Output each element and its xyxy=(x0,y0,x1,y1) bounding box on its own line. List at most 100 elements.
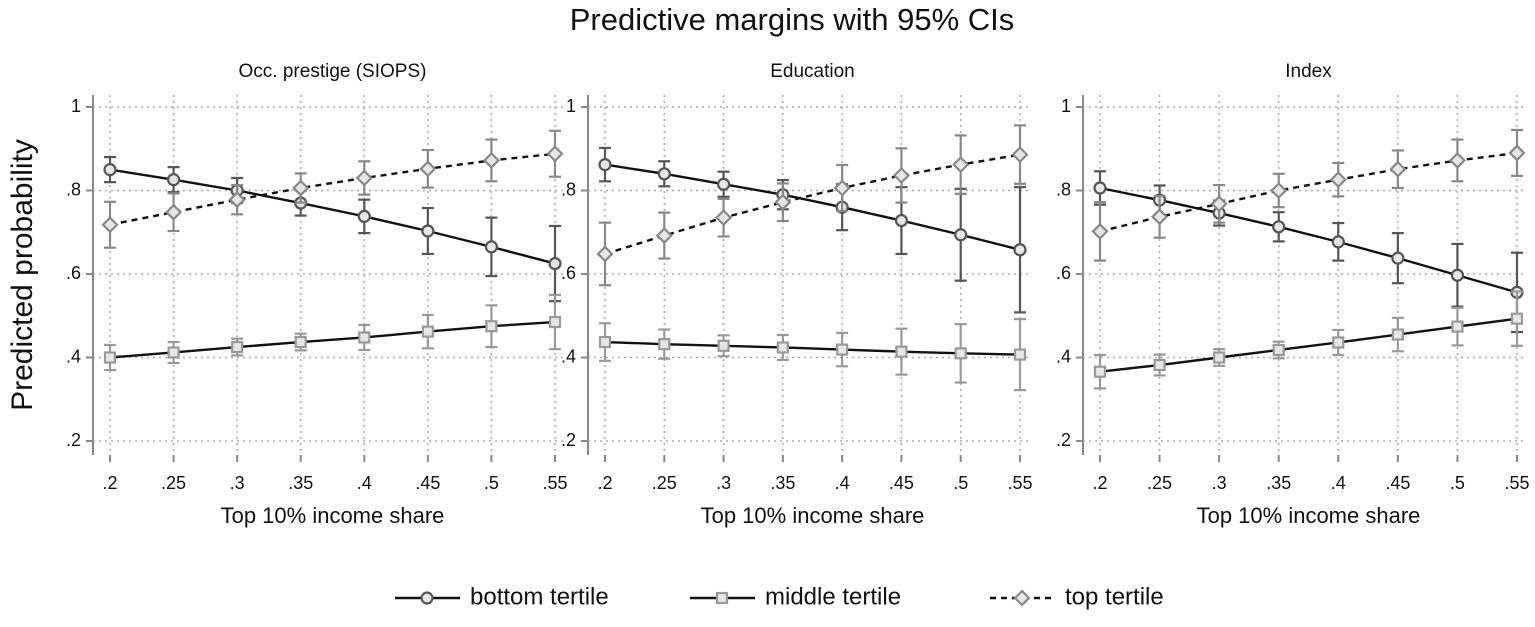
y-tick-label: 1 xyxy=(1061,96,1071,116)
marker xyxy=(776,341,789,354)
x-tick-label: .3 xyxy=(1212,473,1227,493)
series-line xyxy=(604,153,1021,256)
x-axis-label: Top 10% income share xyxy=(701,503,925,528)
marker xyxy=(1450,268,1465,282)
y-tick-label: .8 xyxy=(66,179,81,199)
marker xyxy=(596,245,614,263)
marker xyxy=(548,256,562,271)
marker xyxy=(166,173,181,187)
x-tick-label: .5 xyxy=(953,473,968,493)
x-tick-label: .25 xyxy=(1147,473,1172,493)
marker xyxy=(482,151,500,169)
marker xyxy=(1332,336,1345,349)
series-line xyxy=(1099,317,1518,373)
x-tick-label: .55 xyxy=(542,473,567,493)
x-tick-label: .25 xyxy=(652,473,677,493)
y-tick-label: 1 xyxy=(566,96,576,116)
marker xyxy=(1391,251,1405,265)
marker xyxy=(1331,235,1345,249)
marker xyxy=(294,335,307,349)
marker xyxy=(658,338,671,351)
x-tick-label: .4 xyxy=(835,473,850,493)
marker xyxy=(1329,171,1347,189)
series-line xyxy=(109,320,556,359)
marker xyxy=(1213,351,1226,364)
x-tick-label: .35 xyxy=(288,473,313,493)
y-tick-label: .4 xyxy=(66,346,81,366)
marker xyxy=(103,351,117,364)
marker xyxy=(1270,181,1288,200)
y-tick-label: .2 xyxy=(66,430,81,450)
y-tick-label: .2 xyxy=(1056,430,1071,450)
x-tick-label: .25 xyxy=(161,473,186,493)
marker xyxy=(355,169,373,187)
x-tick-label: .35 xyxy=(770,473,795,493)
marker xyxy=(1510,312,1524,325)
x-tick-label: .2 xyxy=(102,473,117,493)
marker xyxy=(1013,243,1027,257)
legend-marker xyxy=(715,591,729,605)
marker xyxy=(548,315,562,329)
marker xyxy=(103,163,117,177)
marker xyxy=(774,193,792,211)
x-tick-label: .45 xyxy=(1385,473,1410,493)
x-tick-label: .55 xyxy=(1007,473,1032,493)
marker xyxy=(657,167,671,181)
x-tick-label: .35 xyxy=(1266,473,1291,493)
marker xyxy=(101,216,119,234)
marker xyxy=(836,343,849,356)
marker xyxy=(165,203,183,221)
marker xyxy=(892,166,910,185)
marker xyxy=(1093,181,1107,195)
legend-label: top tertile xyxy=(1065,583,1164,610)
marker xyxy=(419,160,437,178)
panel-title: Index xyxy=(1285,61,1332,82)
y-tick-label: .6 xyxy=(561,263,576,283)
x-tick-label: .4 xyxy=(1331,473,1346,493)
marker xyxy=(1153,358,1166,372)
x-tick-label: .2 xyxy=(1092,473,1107,493)
marker xyxy=(954,228,968,242)
x-tick-label: .3 xyxy=(230,473,245,493)
marker xyxy=(1451,320,1464,333)
y-tick-label: .2 xyxy=(561,430,576,450)
marker xyxy=(1210,195,1228,213)
marker xyxy=(1011,146,1029,164)
series-line xyxy=(109,152,556,226)
y-axis-label: Predicted probability xyxy=(6,139,39,411)
marker xyxy=(954,347,967,360)
x-tick-label: .5 xyxy=(484,473,499,493)
y-tick-label: .4 xyxy=(561,346,576,366)
marker xyxy=(358,331,371,344)
marker xyxy=(1448,151,1466,169)
panel-title: Occ. prestige (SIOPS) xyxy=(239,61,427,82)
marker xyxy=(1272,220,1286,234)
marker xyxy=(716,177,731,191)
marker xyxy=(952,156,970,174)
x-tick-label: .45 xyxy=(889,473,914,493)
x-tick-label: .4 xyxy=(357,473,372,493)
marker xyxy=(1391,328,1404,341)
marker xyxy=(598,158,612,172)
marker xyxy=(598,335,612,349)
marker xyxy=(1013,348,1027,361)
marker xyxy=(833,179,851,197)
marker xyxy=(715,209,733,227)
x-tick-label: .3 xyxy=(716,473,731,493)
marker xyxy=(421,224,435,238)
legend-label: bottom tertile xyxy=(470,583,609,610)
marker xyxy=(895,345,908,358)
marker xyxy=(717,339,730,352)
x-axis-label: Top 10% income share xyxy=(1197,503,1421,528)
series-line xyxy=(109,168,556,265)
series-line xyxy=(604,340,1021,356)
marker xyxy=(1093,365,1107,378)
x-axis-label: Top 10% income share xyxy=(221,503,445,528)
marker xyxy=(231,340,244,354)
legend-marker xyxy=(1013,589,1031,607)
chart-title: Predictive margins with 95% CIs xyxy=(570,2,1015,37)
marker xyxy=(894,213,909,228)
y-tick-label: 1 xyxy=(71,96,81,116)
series-line xyxy=(1099,186,1518,294)
marker xyxy=(655,227,673,245)
